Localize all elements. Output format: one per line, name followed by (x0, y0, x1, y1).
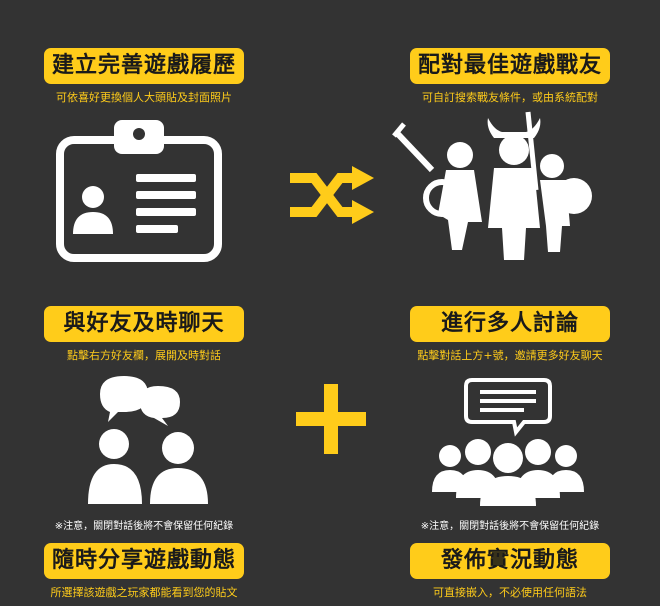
feature-title-profile: 建立完善遊戲履歷 (44, 48, 244, 84)
feature-desc-share: 所選擇該遊戲之玩家都能看到您的貼文 (50, 586, 238, 599)
feature-desc-livestream: 可直接嵌入，不必使用任何語法 (433, 586, 587, 599)
feature-note-chat: ※注意，關閉對話後將不會保留任何紀錄 (54, 521, 234, 532)
feature-title-chat: 與好友及時聊天 (44, 306, 244, 342)
feature-note-group-discussion: ※注意，關閉對話後將不會保留任何紀錄 (420, 521, 600, 532)
feature-title-share: 隨時分享遊戲動態 (44, 543, 244, 579)
feature-desc-profile: 可依喜好更換個人大頭貼及封面照片 (56, 91, 232, 104)
feature-title-matching: 配對最佳遊戲戰友 (410, 48, 610, 84)
warriors-group-icon (392, 111, 592, 260)
shuffle-icon (290, 166, 374, 224)
feature-title-livestream: 發佈實況動態 (410, 543, 610, 579)
feature-title-group-discussion: 進行多人討論 (410, 306, 610, 342)
feature-desc-matching: 可自訂搜索戰友條件，或由系統配對 (422, 91, 598, 104)
feature-desc-group-discussion: 點擊對話上方+號，邀請更多好友聊天 (417, 349, 603, 362)
feature-desc-chat: 點擊右方好友欄，展開及時對話 (67, 349, 221, 362)
id-badge-icon (56, 120, 222, 262)
plus-icon (296, 384, 366, 454)
group-chat-icon (432, 378, 584, 506)
chat-two-people-icon (88, 376, 208, 504)
